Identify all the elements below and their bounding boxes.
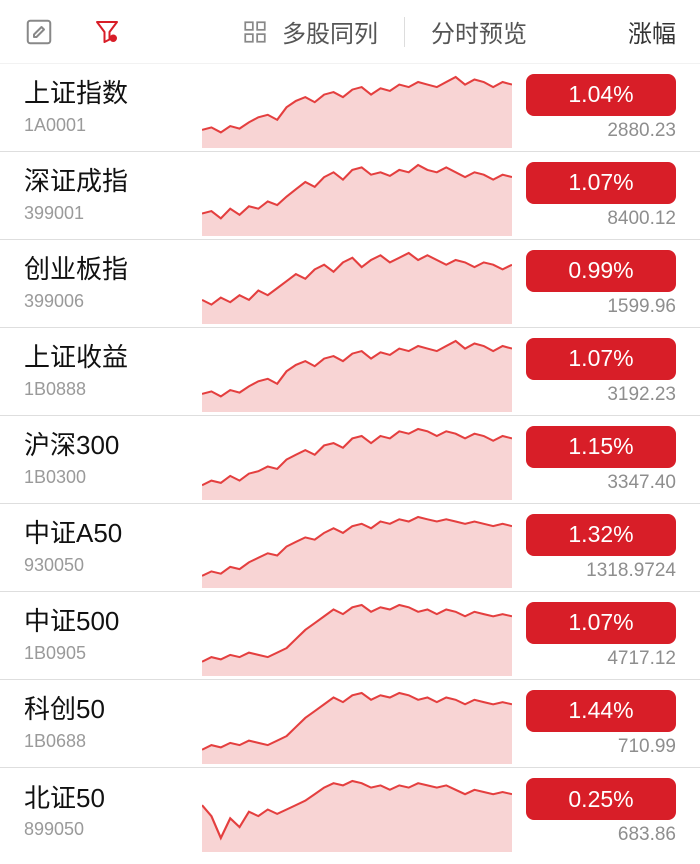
sparkline-chart xyxy=(202,244,512,324)
minute-preview-label[interactable]: 分时预览 xyxy=(431,14,527,49)
index-name: 上证收益 xyxy=(24,343,188,373)
index-name: 沪深300 xyxy=(24,431,188,461)
index-price: 1318.9724 xyxy=(586,560,676,582)
sparkline-chart xyxy=(202,420,512,500)
index-name: 深证成指 xyxy=(24,167,188,197)
grid-icon[interactable] xyxy=(242,19,268,45)
name-column: 沪深300 1B0300 xyxy=(24,431,188,488)
index-name: 上证指数 xyxy=(24,79,188,109)
toolbar-left xyxy=(24,17,122,47)
name-column: 深证成指 399001 xyxy=(24,167,188,224)
sort-label: 涨幅 xyxy=(628,21,676,48)
index-price: 4717.12 xyxy=(607,648,676,670)
change-badge: 1.07% xyxy=(526,602,676,644)
toolbar: 多股同列 分时预览 涨幅 xyxy=(0,0,700,64)
index-name: 创业板指 xyxy=(24,255,188,285)
index-price: 3347.40 xyxy=(607,472,676,494)
index-price: 3192.23 xyxy=(607,384,676,406)
sparkline-chart xyxy=(202,68,512,148)
sparkline-chart xyxy=(202,596,512,676)
sparkline-chart xyxy=(202,156,512,236)
edit-icon[interactable] xyxy=(24,17,54,47)
change-badge: 1.04% xyxy=(526,74,676,116)
list-item[interactable]: 中证A50 930050 1.32% 1318.9724 xyxy=(0,504,700,592)
name-column: 上证指数 1A0001 xyxy=(24,79,188,136)
index-name: 北证50 xyxy=(24,784,188,814)
index-price: 683.86 xyxy=(618,824,676,846)
value-column: 1.32% 1318.9724 xyxy=(526,514,676,582)
value-column: 1.07% 3192.23 xyxy=(526,338,676,406)
index-price: 8400.12 xyxy=(607,208,676,230)
change-badge: 1.15% xyxy=(526,426,676,468)
list-item[interactable]: 北证50 899050 0.25% 683.86 xyxy=(0,768,700,856)
change-badge: 1.07% xyxy=(526,338,676,380)
index-code: 1A0001 xyxy=(24,115,188,136)
sort-column-header[interactable]: 涨幅 xyxy=(628,14,676,49)
name-column: 科创50 1B0688 xyxy=(24,695,188,752)
list-item[interactable]: 中证500 1B0905 1.07% 4717.12 xyxy=(0,592,700,680)
filter-icon[interactable] xyxy=(92,17,122,47)
index-name: 中证500 xyxy=(24,607,188,637)
value-column: 0.99% 1599.96 xyxy=(526,250,676,318)
index-code: 1B0888 xyxy=(24,379,188,400)
toolbar-center: 多股同列 分时预览 xyxy=(242,14,527,49)
value-column: 1.44% 710.99 xyxy=(526,690,676,758)
list-item[interactable]: 上证指数 1A0001 1.04% 2880.23 xyxy=(0,64,700,152)
list-item[interactable]: 科创50 1B0688 1.44% 710.99 xyxy=(0,680,700,768)
change-badge: 0.25% xyxy=(526,778,676,820)
change-badge: 0.99% xyxy=(526,250,676,292)
index-code: 930050 xyxy=(24,555,188,576)
name-column: 创业板指 399006 xyxy=(24,255,188,312)
change-badge: 1.07% xyxy=(526,162,676,204)
toolbar-divider xyxy=(404,17,405,47)
value-column: 1.04% 2880.23 xyxy=(526,74,676,142)
sparkline-chart xyxy=(202,772,512,852)
index-list: 上证指数 1A0001 1.04% 2880.23 深证成指 399001 1.… xyxy=(0,64,700,856)
index-code: 399001 xyxy=(24,203,188,224)
value-column: 1.15% 3347.40 xyxy=(526,426,676,494)
multi-view-label[interactable]: 多股同列 xyxy=(282,14,378,49)
index-code: 899050 xyxy=(24,819,188,840)
change-badge: 1.44% xyxy=(526,690,676,732)
list-item[interactable]: 上证收益 1B0888 1.07% 3192.23 xyxy=(0,328,700,416)
value-column: 1.07% 8400.12 xyxy=(526,162,676,230)
index-price: 1599.96 xyxy=(607,296,676,318)
index-price: 2880.23 xyxy=(607,120,676,142)
index-name: 科创50 xyxy=(24,695,188,725)
name-column: 中证A50 930050 xyxy=(24,519,188,576)
sparkline-chart xyxy=(202,684,512,764)
change-badge: 1.32% xyxy=(526,514,676,556)
name-column: 中证500 1B0905 xyxy=(24,607,188,664)
value-column: 0.25% 683.86 xyxy=(526,778,676,846)
list-item[interactable]: 深证成指 399001 1.07% 8400.12 xyxy=(0,152,700,240)
index-name: 中证A50 xyxy=(24,519,188,549)
name-column: 北证50 899050 xyxy=(24,784,188,841)
list-item[interactable]: 沪深300 1B0300 1.15% 3347.40 xyxy=(0,416,700,504)
sparkline-chart xyxy=(202,332,512,412)
value-column: 1.07% 4717.12 xyxy=(526,602,676,670)
index-code: 1B0688 xyxy=(24,731,188,752)
name-column: 上证收益 1B0888 xyxy=(24,343,188,400)
index-price: 710.99 xyxy=(618,736,676,758)
list-item[interactable]: 创业板指 399006 0.99% 1599.96 xyxy=(0,240,700,328)
index-code: 1B0905 xyxy=(24,643,188,664)
sparkline-chart xyxy=(202,508,512,588)
index-code: 399006 xyxy=(24,291,188,312)
index-code: 1B0300 xyxy=(24,467,188,488)
